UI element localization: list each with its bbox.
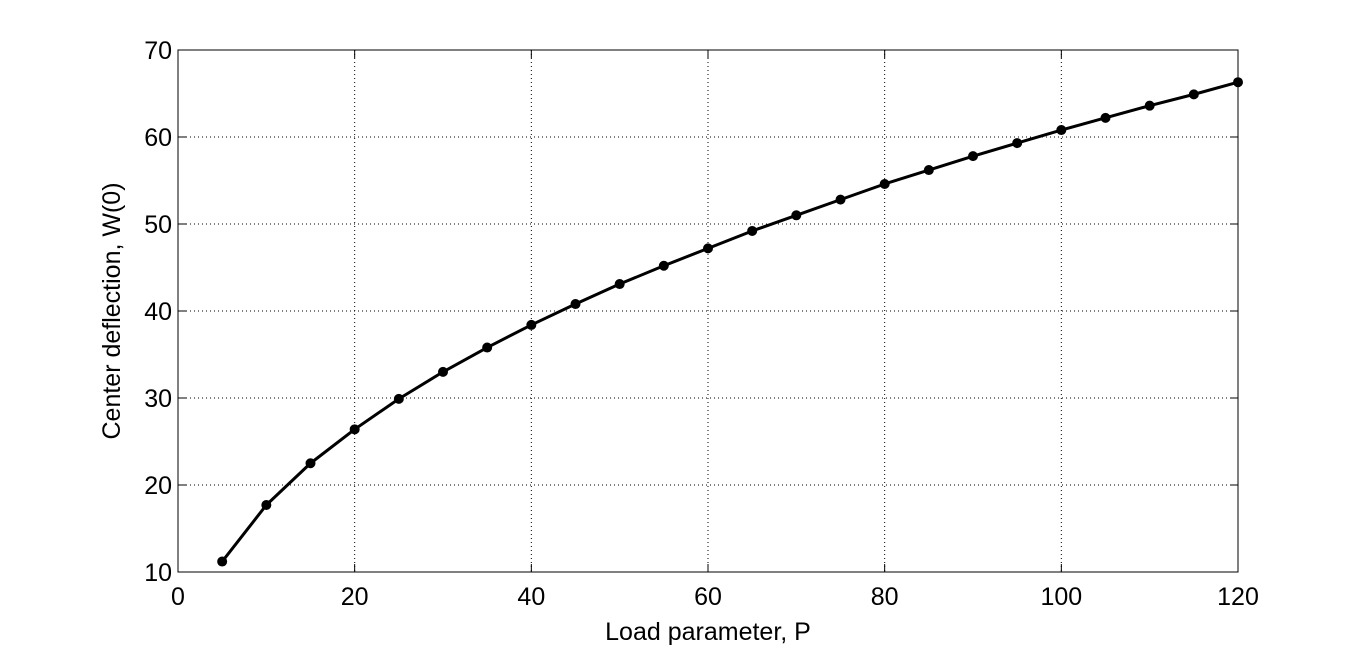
x-tick-label: 80 [871, 583, 899, 611]
data-point [614, 279, 625, 290]
series-line [220, 80, 1239, 563]
y-axis-title: Center deflection, W(0) [98, 182, 126, 439]
data-point [349, 424, 360, 435]
data-point [438, 366, 448, 377]
data-point [791, 210, 802, 221]
data-point [526, 319, 537, 330]
data-point [305, 458, 316, 469]
series-layer [217, 77, 1243, 567]
data-point [835, 194, 846, 205]
y-tick-label: 10 [144, 559, 172, 587]
data-point [968, 151, 978, 162]
axis-ticks: 0 20 40 60 80 100 120 10 20 30 40 50 60 70 [144, 37, 1259, 611]
y-tick-label: 60 [144, 124, 172, 152]
y-tick-label: 20 [144, 472, 172, 500]
data-point [261, 500, 272, 511]
data-point [1100, 112, 1111, 123]
data-point [1056, 125, 1067, 136]
data-point [1188, 89, 1199, 100]
data-point [482, 342, 493, 353]
y-tick-label: 40 [144, 298, 172, 326]
data-point [217, 556, 228, 567]
x-tick-label: 40 [517, 583, 545, 611]
x-tick-label: 60 [694, 583, 722, 611]
x-axis-title: Load parameter, P [605, 618, 811, 646]
data-point [1012, 138, 1023, 149]
x-tick-label: 20 [341, 583, 369, 611]
data-point [393, 393, 404, 404]
data-point [703, 243, 713, 254]
x-tick-label: 120 [1217, 583, 1259, 611]
data-point [747, 225, 758, 236]
data-point [570, 299, 581, 310]
data-point [923, 165, 934, 176]
y-tick-label: 30 [144, 385, 172, 413]
y-tick-label: 70 [144, 37, 172, 65]
x-tick-label: 100 [1040, 583, 1082, 611]
data-point [879, 178, 890, 189]
x-tick-label: 0 [171, 583, 185, 611]
data-point [658, 260, 669, 271]
grid-lines [178, 50, 1238, 572]
y-tick-label: 50 [144, 211, 172, 239]
data-point [1144, 100, 1155, 111]
